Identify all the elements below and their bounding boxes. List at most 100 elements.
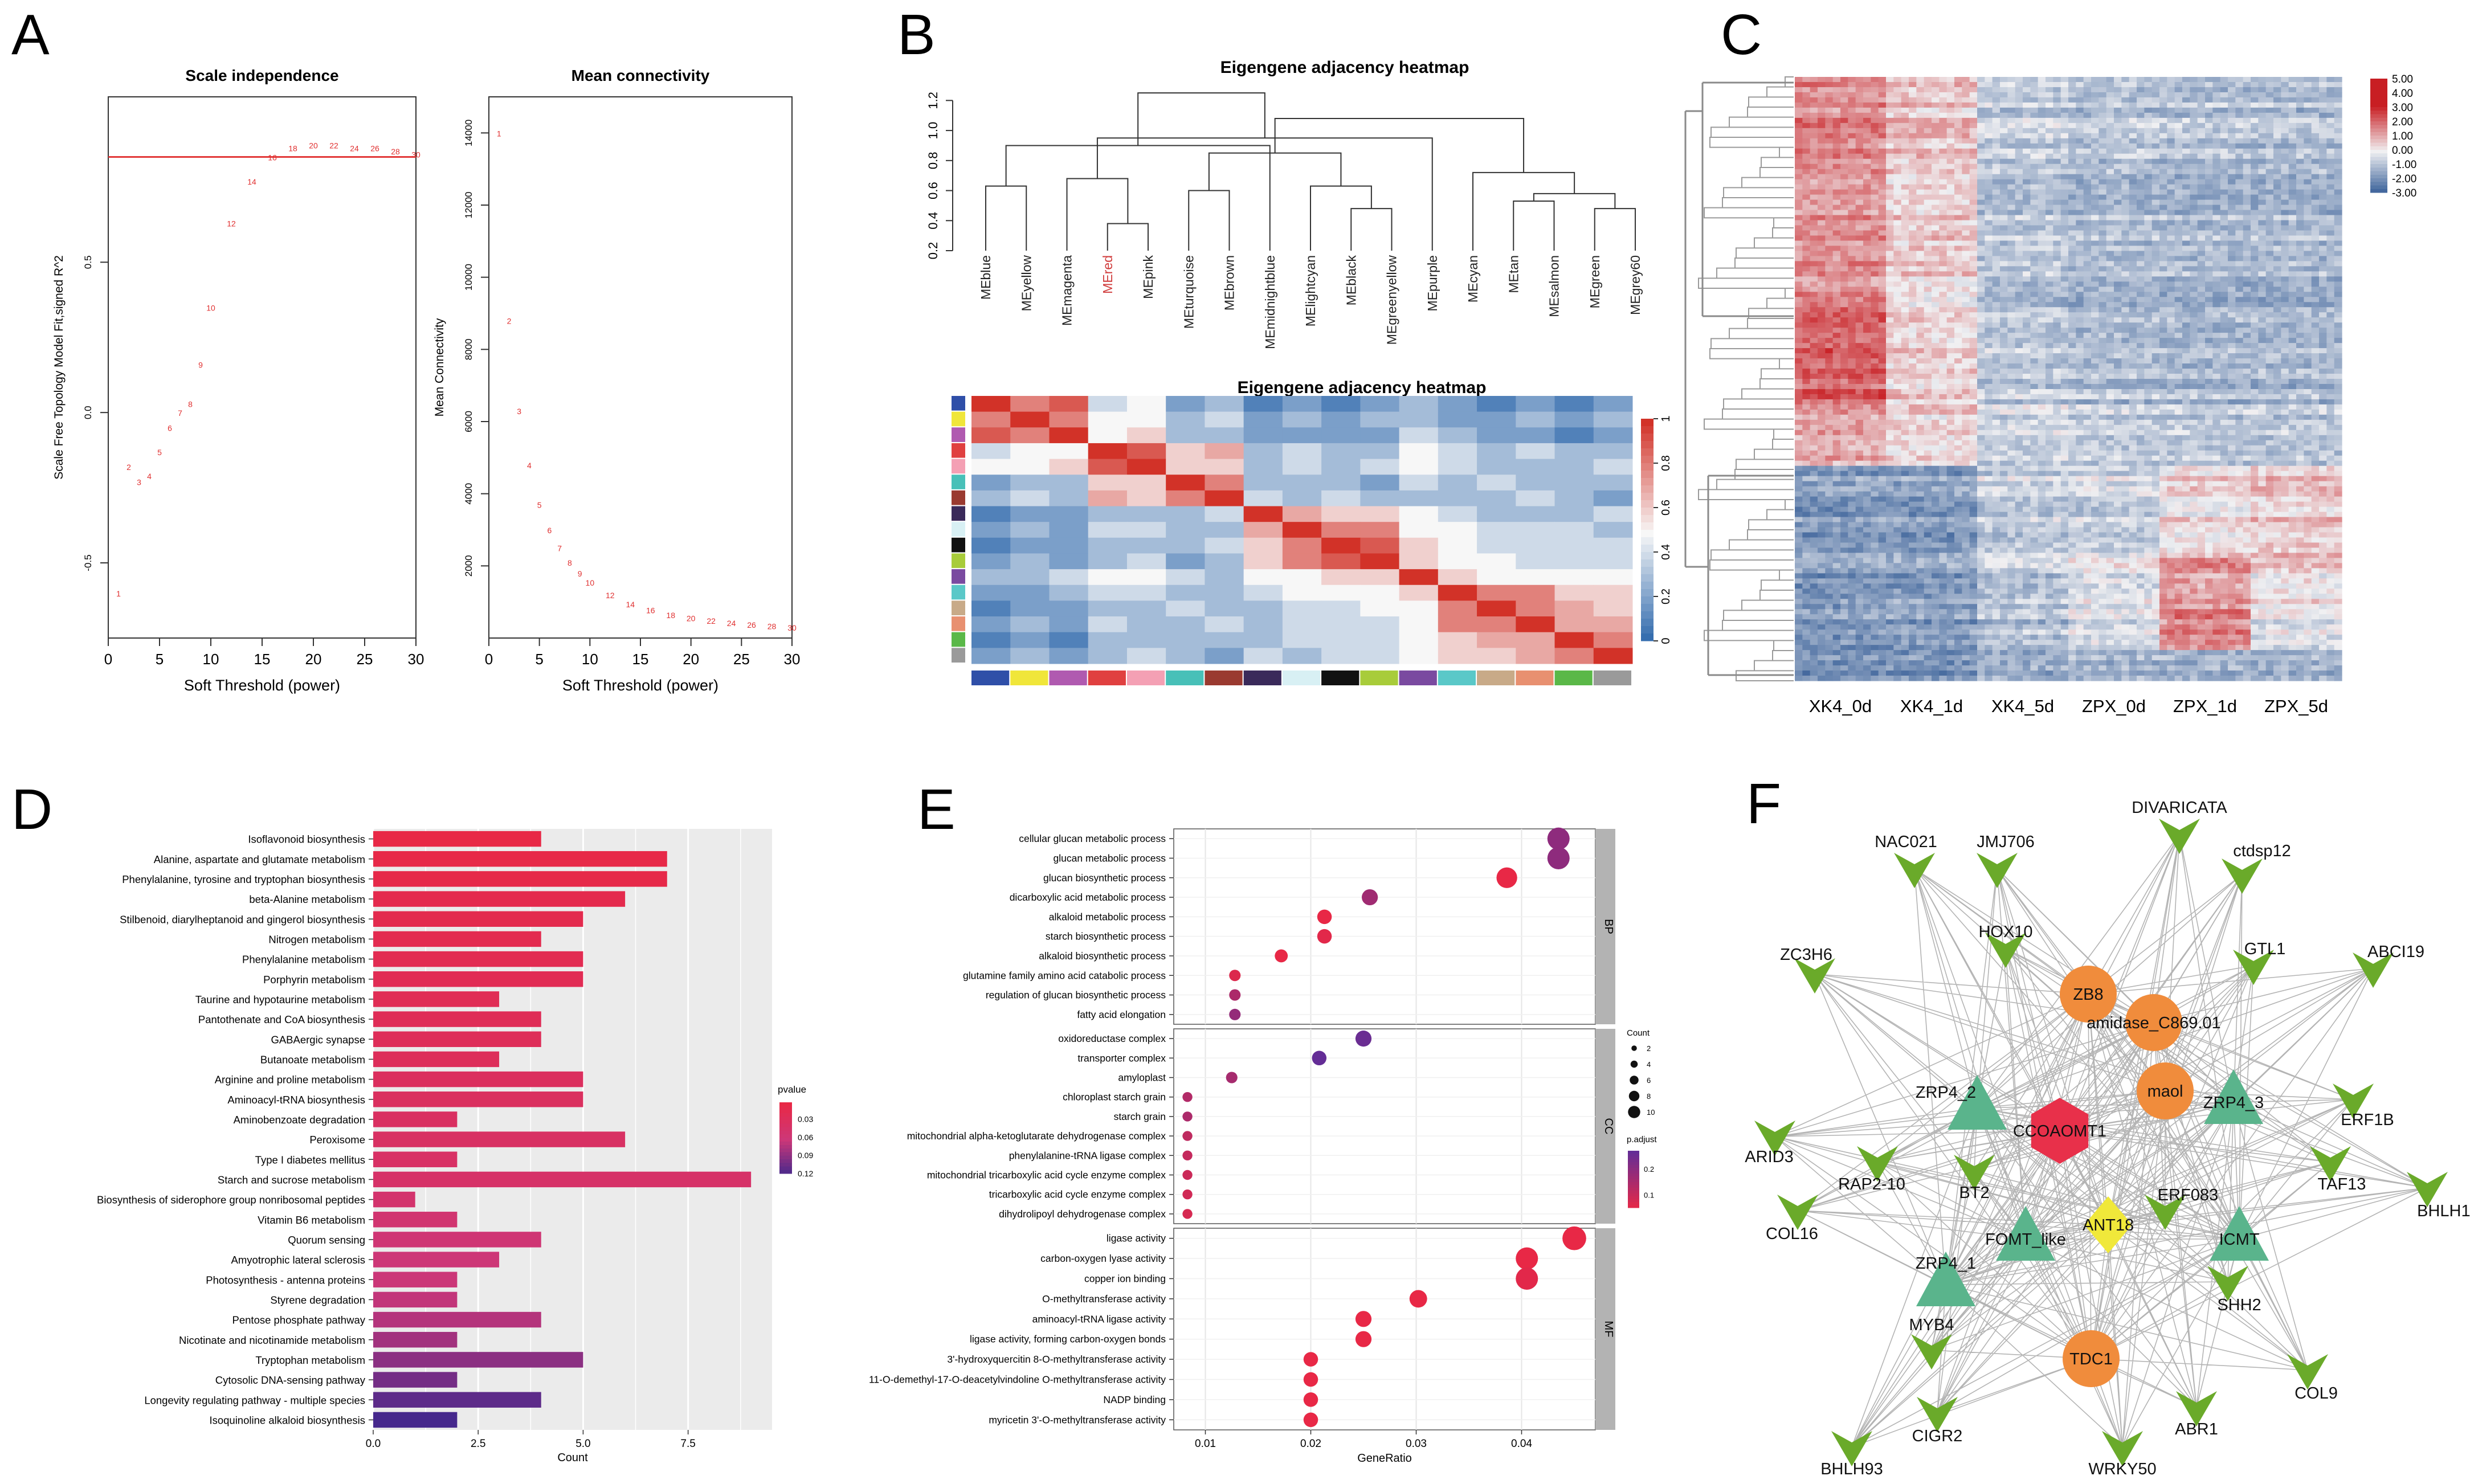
heatmap-cell xyxy=(2159,383,2167,390)
heatmap-cell xyxy=(2273,225,2281,231)
heatmap-cell xyxy=(2235,246,2244,252)
heatmap-cell xyxy=(2106,107,2114,113)
heatmap-cell xyxy=(2205,194,2213,201)
heatmap-cell xyxy=(1985,358,1993,364)
heatmap-cell xyxy=(2265,328,2274,333)
heatmap-cell xyxy=(2334,353,2342,359)
heatmap-cell xyxy=(1802,292,1811,297)
heatmap-cell xyxy=(2182,302,2190,308)
heatmap-cell xyxy=(1977,153,1985,160)
heatmap-cell xyxy=(1871,169,1879,175)
heatmap-cell xyxy=(2228,210,2236,216)
heatmap-cell xyxy=(2326,225,2335,231)
heatmap-cell xyxy=(1886,81,1894,88)
heatmap-cell xyxy=(1969,184,1978,190)
heatmap-cell xyxy=(2106,379,2114,385)
heatmap-cell xyxy=(1871,302,1879,308)
heatmap-cell xyxy=(2046,379,2053,385)
heatmap-cell xyxy=(2023,179,2031,185)
heatmap-cell xyxy=(1126,427,1166,444)
heatmap-cell xyxy=(1810,328,1818,333)
heatmap-cell xyxy=(1049,396,1089,412)
heatmap-cell xyxy=(1969,194,1978,201)
heatmap-cell xyxy=(2265,117,2274,124)
heatmap-cell xyxy=(2083,107,2092,113)
heatmap-cell xyxy=(2099,87,2107,93)
heatmap-cell xyxy=(2228,312,2236,318)
heatmap-cell xyxy=(1818,128,1826,134)
heatmap-cell xyxy=(2296,379,2304,385)
heatmap-cell xyxy=(2137,148,2145,154)
heatmap-cell xyxy=(1893,374,1902,379)
heatmap-cell xyxy=(1985,276,1993,282)
heatmap-cell xyxy=(2205,312,2213,318)
heatmap-cell xyxy=(1992,312,2001,318)
heatmap-cell xyxy=(1954,322,1962,328)
heatmap-cell xyxy=(1855,107,1864,113)
heatmap-cell xyxy=(2038,307,2046,313)
heatmap-cell xyxy=(2060,261,2069,267)
heatmap-cell xyxy=(1795,92,1803,98)
heatmap-cell xyxy=(1985,158,1993,165)
heatmap-cell xyxy=(2144,317,2153,323)
heatmap-cell xyxy=(2167,184,2175,190)
heatmap-cell xyxy=(2068,107,2076,113)
heatmap-cell xyxy=(1939,292,1948,297)
plot-title: Scale independence xyxy=(185,67,338,84)
heatmap-cell xyxy=(2326,153,2335,160)
heatmap-cell xyxy=(1863,348,1871,354)
heatmap-cell xyxy=(2060,81,2069,88)
heatmap-cell xyxy=(2106,235,2114,242)
heatmap-cell xyxy=(1840,251,1848,257)
heatmap-cell xyxy=(1516,427,1556,444)
heatmap-cell xyxy=(1088,584,1128,601)
heatmap-cell xyxy=(2288,235,2297,242)
heatmap-cell xyxy=(2190,143,2198,149)
heatmap-cell xyxy=(2129,143,2137,149)
heatmap-cell xyxy=(1878,81,1887,88)
heatmap-cell xyxy=(2030,112,2039,118)
heatmap-cell xyxy=(2159,338,2167,344)
heatmap-cell xyxy=(2197,169,2206,175)
heatmap-cell xyxy=(2228,77,2236,83)
heatmap-cell xyxy=(1848,369,1856,374)
heatmap-cell xyxy=(2068,122,2076,129)
heatmap-cell xyxy=(2197,163,2206,170)
heatmap-cell xyxy=(1886,77,1894,83)
heatmap-cell xyxy=(2091,328,2099,333)
heatmap-cell xyxy=(2296,215,2304,221)
heatmap-cell xyxy=(2212,276,2221,282)
heatmap-cell xyxy=(1802,287,1811,292)
heatmap-cell xyxy=(2228,297,2236,302)
heatmap-cell xyxy=(1593,459,1633,475)
heatmap-cell xyxy=(2038,353,2046,359)
heatmap-cell xyxy=(2174,261,2183,267)
heatmap-cell xyxy=(2304,251,2312,257)
heatmap-cell xyxy=(1946,194,1955,201)
heatmap-cell xyxy=(1901,379,1909,385)
heatmap-cell xyxy=(2167,220,2175,226)
heatmap-cell xyxy=(1871,148,1879,154)
heatmap-cell xyxy=(2007,251,2016,257)
heatmap-cell xyxy=(1840,148,1848,154)
heatmap-cell xyxy=(1840,333,1848,338)
heatmap-cell xyxy=(2159,210,2167,216)
heatmap-cell xyxy=(2038,312,2046,318)
heatmap-cell xyxy=(2114,281,2122,287)
heatmap-cell xyxy=(2000,271,2008,277)
heatmap-cell xyxy=(1438,537,1477,554)
heatmap-cell xyxy=(2258,281,2267,287)
heatmap-cell xyxy=(1593,600,1633,617)
heatmap-cell xyxy=(2258,174,2267,180)
heatmap-cell xyxy=(2068,158,2076,165)
heatmap-cell xyxy=(1946,235,1955,242)
heatmap-cell xyxy=(2281,174,2289,180)
heatmap-cell xyxy=(2007,246,2016,252)
heatmap-cell xyxy=(2129,328,2137,333)
heatmap-cell xyxy=(1832,169,1841,175)
heatmap-cell xyxy=(2121,297,2130,302)
heatmap-cell xyxy=(1010,522,1050,538)
heatmap-cell xyxy=(2099,128,2107,134)
heatmap-cell xyxy=(1825,163,1834,170)
heatmap-cell xyxy=(1954,169,1962,175)
